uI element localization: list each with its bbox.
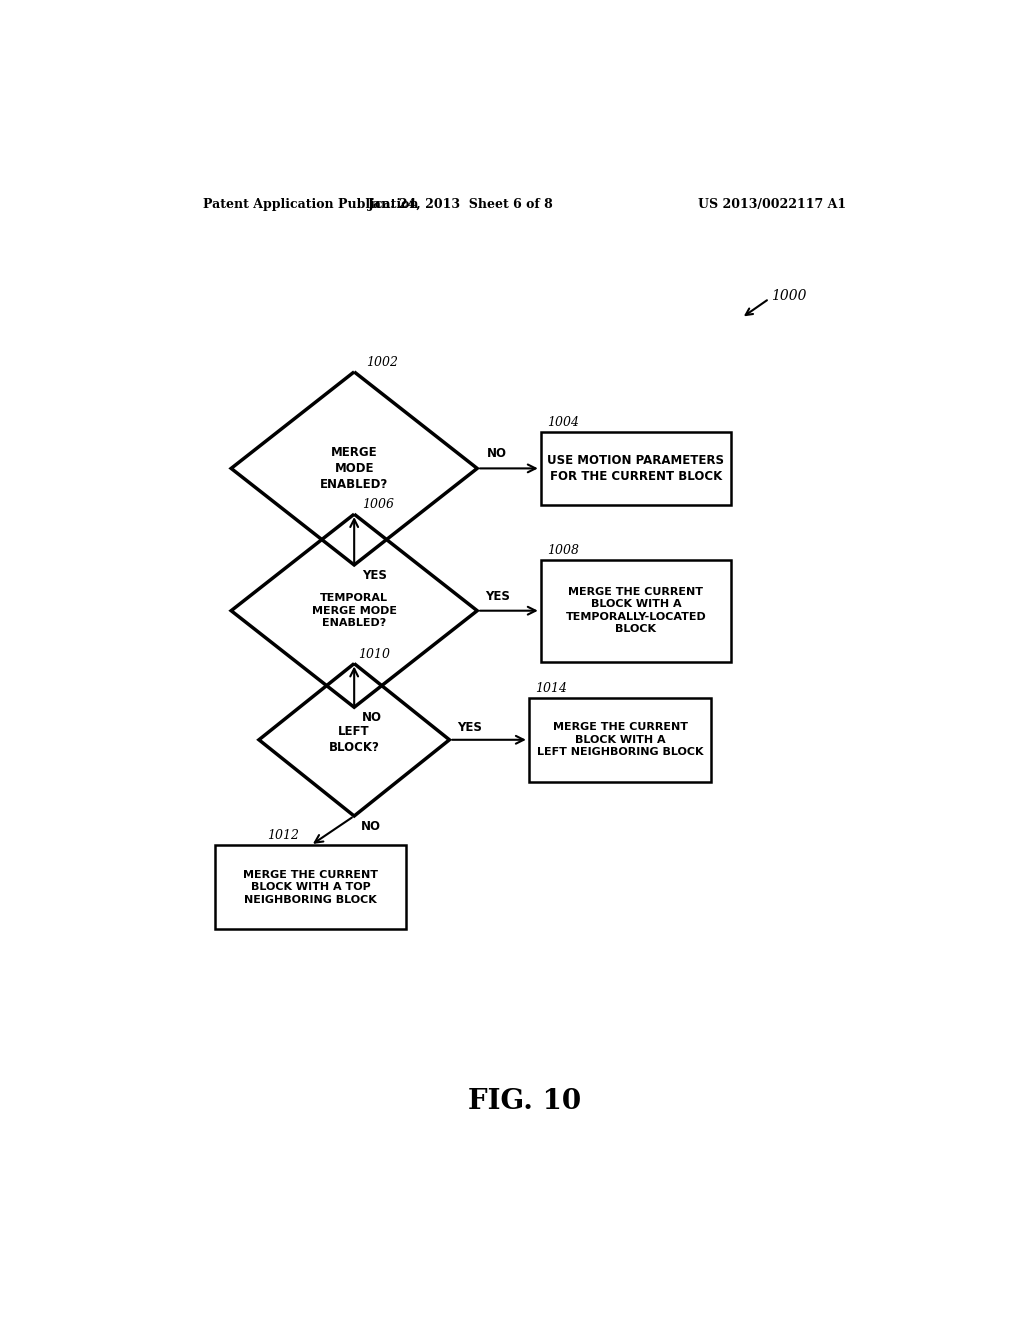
Text: NO: NO [360,820,381,833]
Text: YES: YES [458,721,482,734]
Bar [215,846,406,929]
Text: 1004: 1004 [547,416,579,429]
Bar [541,432,731,506]
Text: LEFT
BLOCK?: LEFT BLOCK? [329,725,380,754]
Text: NO: NO [486,447,507,461]
Text: 1000: 1000 [771,289,806,302]
Text: USE MOTION PARAMETERS
FOR THE CURRENT BLOCK: USE MOTION PARAMETERS FOR THE CURRENT BL… [548,454,724,483]
Text: MERGE THE CURRENT
BLOCK WITH A TOP
NEIGHBORING BLOCK: MERGE THE CURRENT BLOCK WITH A TOP NEIGH… [243,870,378,904]
Text: Jan. 24, 2013  Sheet 6 of 8: Jan. 24, 2013 Sheet 6 of 8 [369,198,554,211]
Text: YES: YES [362,569,387,582]
Text: 1006: 1006 [362,498,394,511]
Text: 1002: 1002 [367,356,398,368]
Text: NO: NO [362,711,382,725]
Bar [528,697,712,781]
Text: 1014: 1014 [536,681,567,694]
Text: 1012: 1012 [267,829,299,842]
Text: Patent Application Publication: Patent Application Publication [204,198,419,211]
Text: FIG. 10: FIG. 10 [468,1088,582,1115]
Text: MERGE THE CURRENT
BLOCK WITH A
TEMPORALLY-LOCATED
BLOCK: MERGE THE CURRENT BLOCK WITH A TEMPORALL… [565,587,707,635]
Text: MERGE THE CURRENT
BLOCK WITH A
LEFT NEIGHBORING BLOCK: MERGE THE CURRENT BLOCK WITH A LEFT NEIG… [537,722,703,758]
Text: YES: YES [485,590,510,602]
Text: TEMPORAL
MERGE MODE
ENABLED?: TEMPORAL MERGE MODE ENABLED? [311,593,396,628]
Text: MERGE
MODE
ENABLED?: MERGE MODE ENABLED? [321,446,388,491]
Text: 1008: 1008 [547,544,579,557]
Bar [541,560,731,661]
Text: 1010: 1010 [358,648,390,660]
Text: US 2013/0022117 A1: US 2013/0022117 A1 [698,198,846,211]
